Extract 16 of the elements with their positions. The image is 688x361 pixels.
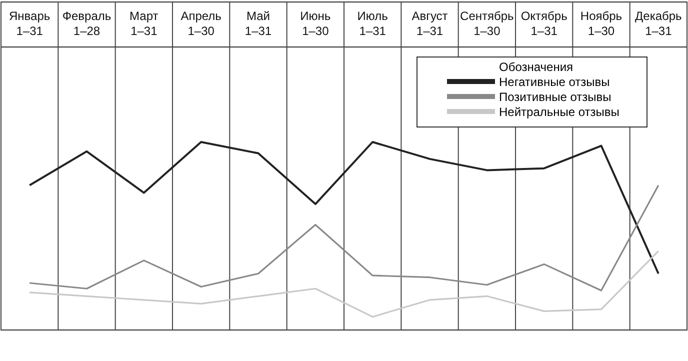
legend-label: Позитивные отзывы [499,90,612,104]
x-tick-label: Февраль 1–28 [62,9,112,38]
x-tick-label: Декабрь 1–31 [635,9,682,38]
x-tick-label: Ноябрь 1–30 [580,9,622,38]
x-tick-label: Июль 1–31 [357,9,388,38]
x-tick-label: Апрель 1–30 [180,9,222,38]
x-tick-label: Январь 1–31 [9,9,50,38]
legend-label: Негативные отзывы [499,75,610,89]
legend-label: Нейтральные отзывы [499,105,620,119]
x-tick-label: Октябрь 1–31 [520,9,568,38]
x-tick-label: Май 1–31 [244,9,272,38]
legend-title: Обозначения [499,60,574,74]
x-tick-label: Март 1–31 [130,9,159,38]
x-tick-label: Август 1–31 [412,9,448,38]
x-tick-label: Сентябрь 1–30 [460,9,514,38]
x-tick-label: Июнь 1–30 [300,9,331,38]
